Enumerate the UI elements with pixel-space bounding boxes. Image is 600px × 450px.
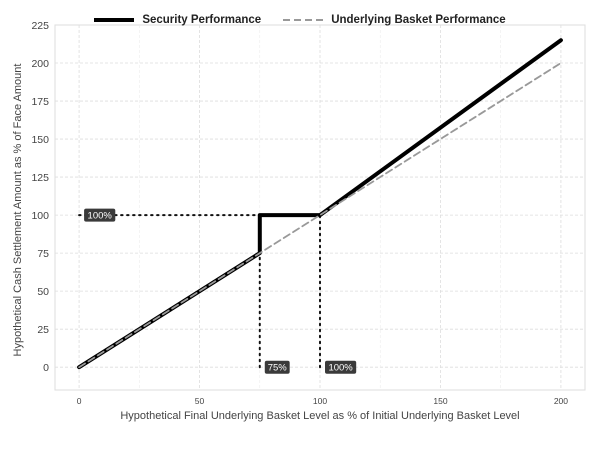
annotation-box (325, 360, 357, 374)
y-tick-label: 100 (31, 210, 49, 222)
legend-item-basket: Underlying Basket Performance (283, 14, 506, 26)
y-tick-label: 25 (37, 324, 49, 336)
annotation-label: 100% (325, 360, 357, 374)
axis-ticks: 0 25 50 75 100 125 150 175 200 225 0 50 100 150 200 (31, 20, 568, 406)
x-axis-label: Hypothetical Final Underlying Basket Lev… (120, 410, 520, 422)
legend: Security Performance Underlying Basket P… (0, 8, 600, 32)
x-tick-label: 50 (195, 396, 205, 406)
y-tick-label: 75 (37, 248, 49, 260)
series-line-basket (78, 62, 562, 369)
legend-item-security: Security Performance (94, 14, 261, 26)
annotation-text: 100% (88, 211, 113, 222)
annotation-label: 100% (84, 208, 116, 222)
x-tick-label: 100 (313, 396, 327, 406)
annotations: 100% 75% 100% (84, 208, 357, 374)
annotation-box (84, 208, 116, 222)
annotation-label: 75% (264, 360, 290, 374)
x-tick-label: 200 (554, 396, 568, 406)
y-axis-label: Hypothetical Cash Settlement Amount as %… (12, 63, 24, 357)
y-tick-label: 0 (43, 362, 49, 374)
annotation-text: 75% (268, 363, 288, 374)
legend-label-basket: Underlying Basket Performance (331, 14, 506, 26)
y-tick-label: 125 (31, 172, 49, 184)
legend-swatch-basket (283, 19, 324, 21)
series-lines (77, 38, 563, 370)
legend-swatch-security (94, 18, 135, 22)
y-tick-label: 150 (31, 134, 49, 146)
y-tick-label: 200 (31, 58, 49, 70)
y-tick-label: 175 (31, 96, 49, 108)
x-tick-label: 150 (433, 396, 447, 406)
y-tick-label: 50 (37, 286, 49, 298)
annotation-text: 100% (328, 363, 353, 374)
y-tick-label: 225 (31, 20, 49, 32)
x-tick-label: 0 (77, 396, 82, 406)
legend-label-security: Security Performance (142, 14, 262, 26)
annotation-box (264, 360, 290, 374)
